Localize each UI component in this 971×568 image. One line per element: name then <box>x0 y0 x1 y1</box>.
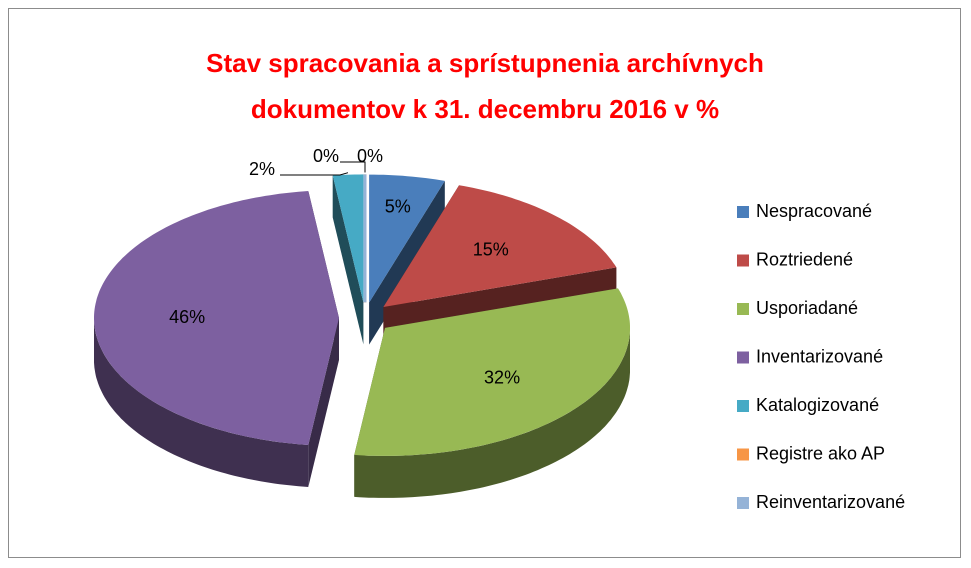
legend-swatch <box>737 497 749 509</box>
slice <box>94 191 339 445</box>
data-label: 0% <box>357 146 383 166</box>
legend-swatch <box>737 448 749 461</box>
legend-label: Registre ako AP <box>756 443 885 463</box>
chart-title: Stav spracovania a sprístupnenia archívn… <box>206 48 764 124</box>
leader-line <box>358 161 366 173</box>
legend-swatch <box>737 351 749 364</box>
data-label: 15% <box>473 240 509 260</box>
legend-label: Reinventarizované <box>756 492 905 512</box>
slice <box>354 288 630 456</box>
legend-swatch <box>737 206 749 218</box>
slice-side <box>332 175 364 345</box>
slice <box>369 174 445 303</box>
legend-label: Roztriedené <box>756 249 853 269</box>
leader-line <box>280 172 349 176</box>
data-label: 2% <box>249 159 275 179</box>
data-label: 32% <box>484 367 520 387</box>
data-label: 5% <box>385 197 411 217</box>
chart-frame <box>8 8 961 558</box>
data-label: 0% <box>313 146 339 166</box>
slice-side <box>94 318 309 487</box>
slice-side <box>308 318 339 487</box>
legend-label: Inventarizované <box>756 346 883 366</box>
slice-side <box>354 327 630 498</box>
legend-label: Nespracované <box>756 201 872 221</box>
legend-swatch <box>737 303 749 315</box>
slice <box>332 174 364 303</box>
slice <box>383 185 617 307</box>
legend-label: Katalogizované <box>756 395 879 415</box>
legend-swatch <box>737 400 749 412</box>
data-label: 46% <box>169 307 205 327</box>
legend-label: Usporiadané <box>756 298 858 318</box>
legend-swatch <box>737 254 749 267</box>
